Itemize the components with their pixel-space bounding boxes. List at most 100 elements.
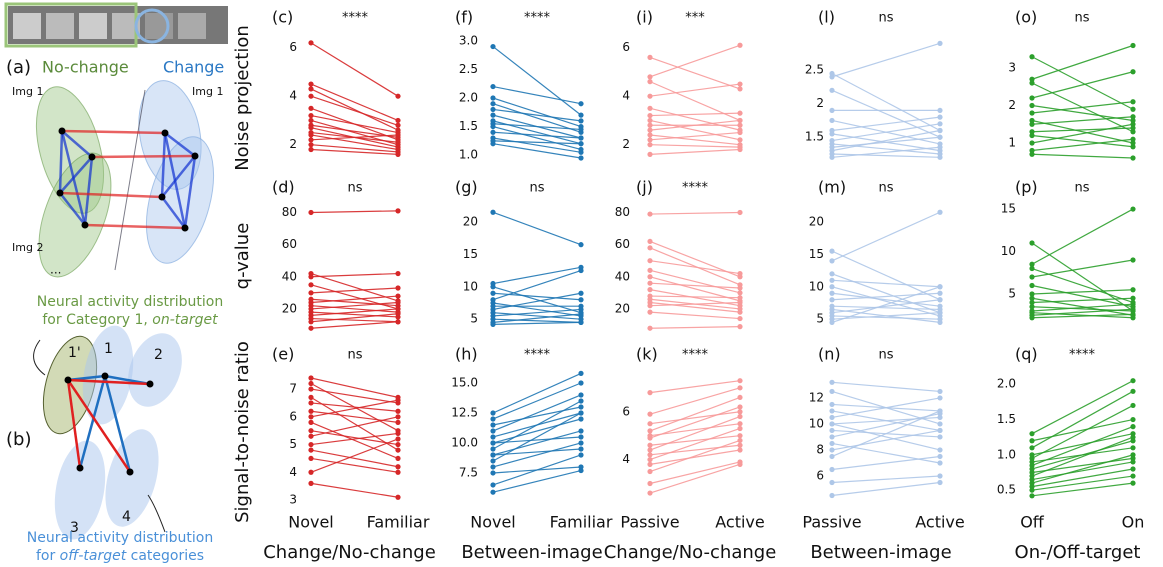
- point: [647, 258, 653, 264]
- point: [578, 452, 584, 458]
- point: [1130, 257, 1136, 263]
- pair-line: [649, 301, 741, 307]
- point: [937, 421, 943, 427]
- pair-line: [1031, 116, 1134, 125]
- pair-line: [310, 305, 399, 313]
- img-label: Img 1: [192, 85, 223, 98]
- point: [737, 421, 743, 427]
- pair-line: [310, 416, 399, 437]
- point: [647, 280, 653, 286]
- pair-line: [492, 211, 582, 246]
- pair-line: [649, 119, 741, 141]
- point: [937, 473, 943, 479]
- point: [490, 422, 496, 428]
- pair-line: [649, 269, 741, 294]
- point: [829, 87, 835, 93]
- point: [308, 394, 314, 400]
- pair-line: [492, 125, 582, 151]
- panel-label: (e): [272, 345, 294, 364]
- point: [578, 112, 584, 118]
- y-tick-label: 10: [809, 416, 824, 430]
- point: [578, 297, 584, 303]
- point: [1029, 291, 1035, 297]
- pair-line: [831, 475, 941, 484]
- pair-line: [649, 411, 741, 425]
- pair-line: [831, 136, 941, 148]
- point: [1130, 295, 1136, 301]
- y-tick-label: 2: [622, 137, 630, 151]
- point: [937, 40, 943, 46]
- point: [1130, 287, 1136, 293]
- point: [308, 433, 314, 439]
- pair-line: [1031, 436, 1134, 477]
- point: [308, 146, 314, 153]
- point: [578, 290, 584, 296]
- point: [308, 125, 314, 131]
- pair-line: [310, 388, 399, 404]
- y-tick-label: 20: [809, 214, 824, 228]
- pair-line: [831, 73, 941, 132]
- pair-line: [310, 114, 399, 134]
- point: [1130, 155, 1136, 161]
- point: [1029, 445, 1035, 451]
- x-tick-label: Novel: [288, 513, 334, 532]
- point: [1130, 106, 1136, 112]
- point: [1029, 110, 1035, 116]
- y-tick-label: 4: [622, 89, 630, 103]
- y-axis-title: q-value: [232, 223, 253, 290]
- pair-line: [1031, 482, 1134, 497]
- pair-line: [310, 410, 399, 423]
- point: [490, 290, 496, 296]
- point: [737, 324, 743, 330]
- y-tick-label: 5: [1008, 286, 1016, 300]
- arrow: [33, 339, 46, 376]
- point: [937, 290, 943, 296]
- point: [737, 437, 743, 444]
- nodes: [64, 372, 154, 476]
- point: [395, 299, 401, 306]
- pair-line: [492, 382, 582, 420]
- pair-line: [831, 211, 941, 262]
- point: [395, 441, 401, 448]
- point: [829, 258, 835, 264]
- pair-line: [310, 321, 399, 329]
- diagram-b: [33, 325, 182, 540]
- point: [578, 398, 584, 404]
- point: [937, 453, 943, 460]
- pair-line: [831, 123, 941, 142]
- point: [1130, 121, 1136, 127]
- point: [829, 271, 835, 277]
- caption-part: for Category 1,: [42, 312, 152, 328]
- pair-line: [831, 292, 941, 301]
- significance: ****: [524, 11, 551, 26]
- pair-line: [649, 427, 741, 461]
- pair-line: [492, 442, 582, 468]
- panel-label: (c): [272, 8, 293, 27]
- point: [737, 433, 743, 439]
- point: [647, 127, 653, 133]
- pair-line: [649, 461, 741, 485]
- point: [490, 458, 496, 464]
- y-tick-label: 3: [289, 493, 297, 507]
- point: [1130, 125, 1136, 131]
- y-tick-label: 20: [282, 301, 297, 315]
- pair-line: [1031, 475, 1134, 491]
- point: [737, 270, 743, 277]
- point: [308, 282, 314, 288]
- y-tick-label: 10: [463, 279, 478, 293]
- pair-line: [649, 311, 741, 320]
- pair-line: [310, 210, 399, 214]
- pair-line: [649, 131, 741, 141]
- pair-line: [492, 97, 582, 128]
- point: [829, 297, 835, 303]
- pair-line: [649, 119, 741, 131]
- frame: [46, 13, 74, 39]
- point: [490, 440, 496, 446]
- pair-line: [831, 381, 941, 393]
- x-tick-label: Active: [915, 513, 965, 532]
- point: [1029, 261, 1035, 267]
- diagram-a: [35, 80, 215, 278]
- point: [395, 469, 401, 475]
- point: [737, 413, 743, 420]
- point: [829, 290, 835, 296]
